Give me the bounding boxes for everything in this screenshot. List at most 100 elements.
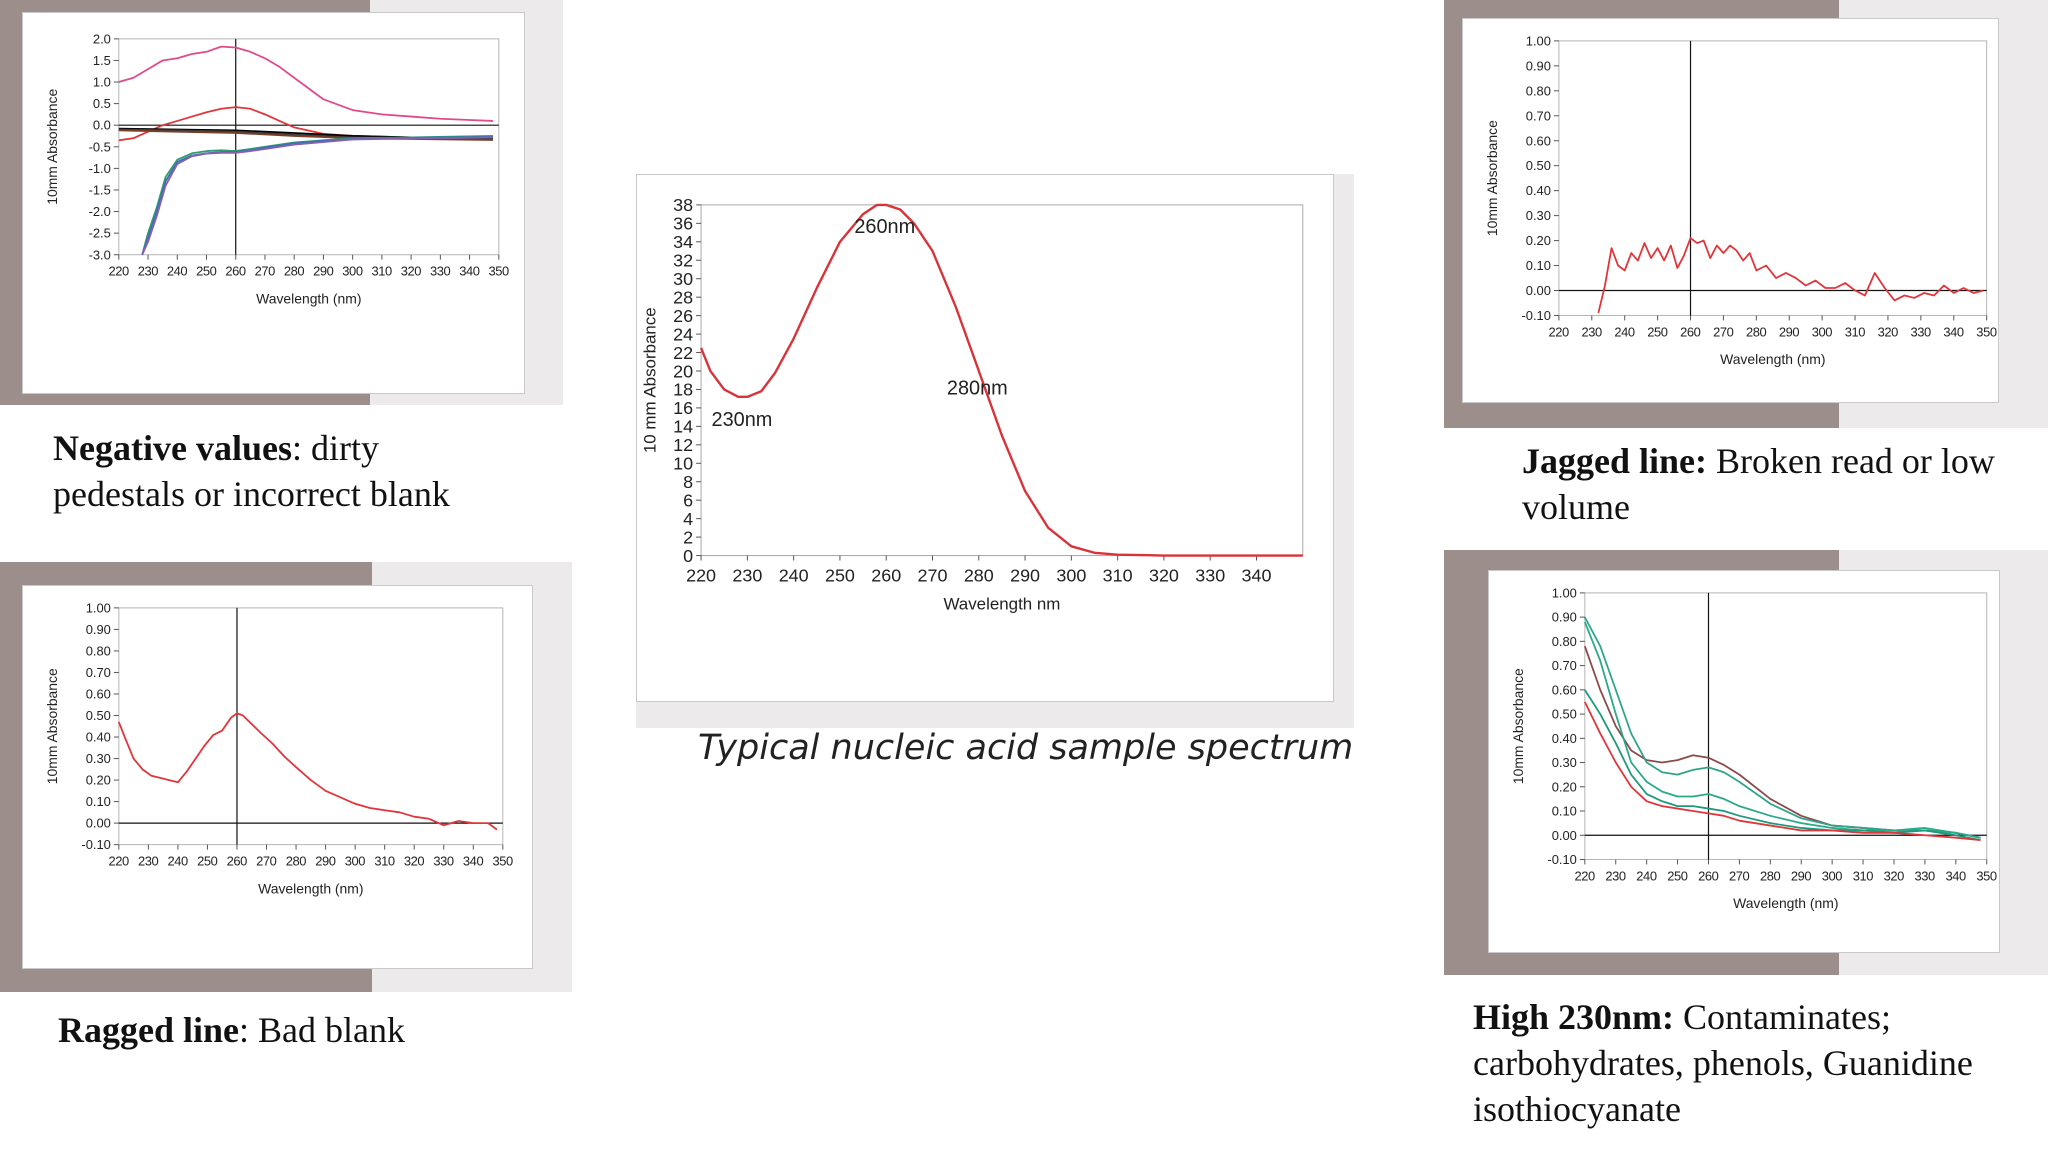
- y-tick-label: 0.60: [1526, 133, 1551, 148]
- y-tick-label: 0.30: [1526, 208, 1551, 223]
- y-tick-label: -1.0: [89, 161, 111, 176]
- x-tick-label: 260: [1680, 324, 1701, 339]
- y-tick-label: 0.70: [1552, 658, 1577, 673]
- x-tick-label: 250: [1667, 868, 1688, 883]
- y-tick-label: 0.80: [1552, 634, 1577, 649]
- y-tick-label: 0.70: [86, 665, 111, 680]
- series-line-7: [141, 135, 493, 256]
- y-tick-label: 1.00: [1526, 33, 1551, 48]
- chart-high-230nm: 1.00 0.90 0.80 0.70 0.60 0.50 0.40 0.30 0.20 0.10…: [1488, 570, 2000, 953]
- y-tick-label: 34: [673, 232, 693, 252]
- y-tick-label: 12: [673, 435, 693, 455]
- x-axis-label: Wavelength (nm): [1733, 895, 1838, 911]
- y-tick-label: 6: [683, 490, 693, 510]
- y-tick-label: 0.50: [1552, 707, 1577, 722]
- y-tick-label: 28: [673, 287, 693, 307]
- x-tick-label: 250: [1647, 324, 1668, 339]
- series-line-2: [1584, 616, 1981, 839]
- caption-jagged-line2: volume: [1522, 487, 1630, 527]
- x-tick-label: 330: [1911, 324, 1932, 339]
- y-tick-label: 32: [673, 251, 693, 271]
- y-tick-label: 30: [673, 269, 693, 289]
- x-tick-label: 270: [255, 264, 276, 279]
- x-tick-label: 330: [1195, 565, 1225, 585]
- x-tick-label: 350: [1976, 324, 1997, 339]
- y-tick-label: 24: [673, 324, 693, 344]
- y-axis-label: 10mm Absorbance: [1484, 120, 1500, 236]
- x-tick-label: 280: [284, 264, 305, 279]
- x-tick-label: 350: [492, 854, 513, 869]
- x-tick-label: 300: [342, 264, 363, 279]
- y-axis-label: 10mm Absorbance: [1510, 668, 1526, 784]
- x-tick-label: 270: [256, 854, 277, 869]
- y-tick-label: 0.90: [1526, 58, 1551, 73]
- x-tick-label: 290: [1779, 324, 1800, 339]
- x-tick-label: 260: [227, 854, 248, 869]
- y-tick-label: 0.40: [86, 730, 111, 745]
- x-tick-label: 260: [1698, 868, 1719, 883]
- y-tick-label: 0.50: [1526, 158, 1551, 173]
- x-tick-label: 230: [1605, 868, 1626, 883]
- chart-negative-svg: 2.0 1.5 1.0 0.5 0.0 -0.5 -1.0 -1.5 -2.0 -2.5 -3.0 2…: [44, 31, 509, 306]
- x-tick-label: 240: [167, 264, 188, 279]
- x-tick-label: 340: [463, 854, 484, 869]
- x-tick-label: 230: [138, 264, 159, 279]
- y-tick-label: 0.20: [1526, 233, 1551, 248]
- x-tick-label: 340: [1943, 324, 1964, 339]
- x-tick-label: 290: [1010, 565, 1040, 585]
- y-tick-label: 0.20: [86, 773, 111, 788]
- x-tick-label: 270: [1729, 868, 1750, 883]
- caption-high-rest: Contaminates;: [1674, 997, 1891, 1037]
- x-tick-label: 300: [1056, 565, 1086, 585]
- y-tick-label: 26: [673, 306, 693, 326]
- chart-jagged-svg: 1.00 0.90 0.80 0.70 0.60 0.50 0.40 0.30 0.20 0.10…: [1484, 33, 1997, 367]
- x-tick-label: 300: [345, 854, 366, 869]
- y-tick-label: 0.80: [86, 643, 111, 658]
- plot-area: [1584, 592, 1988, 860]
- x-tick-label: 350: [1976, 868, 1997, 883]
- y-tick-label: 36: [673, 214, 693, 234]
- y-tick-label: 38: [673, 195, 693, 215]
- chart-ragged-line: 1.00 0.90 0.80 0.70 0.60 0.50 0.40 0.30 0.20 0.10…: [22, 585, 533, 969]
- x-tick-label: 350: [488, 264, 509, 279]
- x-axis-label: Wavelength (nm): [258, 880, 363, 896]
- x-tick-label: 270: [918, 565, 948, 585]
- y-tick-label: 0.90: [86, 622, 111, 637]
- x-tick-label: 300: [1822, 868, 1843, 883]
- series-line-1: [117, 712, 498, 831]
- x-tick-label: 340: [1945, 868, 1966, 883]
- x-tick-label: 330: [433, 854, 454, 869]
- x-tick-label: 230: [732, 565, 762, 585]
- x-tick-label: 220: [108, 854, 129, 869]
- x-tick-label: 320: [401, 264, 422, 279]
- y-tick-label: 20: [673, 361, 693, 381]
- y-tick-label: 14: [673, 417, 693, 437]
- x-tick-label: 280: [1746, 324, 1767, 339]
- y-tick-label: 0.40: [1552, 731, 1577, 746]
- y-tick-label: 2: [683, 527, 693, 547]
- x-tick-label: 310: [374, 854, 395, 869]
- x-axis-label: Wavelength (nm): [1720, 351, 1825, 367]
- y-tick-label: 0.30: [86, 751, 111, 766]
- x-tick-label: 330: [1915, 868, 1936, 883]
- y-tick-label: 0.10: [86, 794, 111, 809]
- x-tick-label: 340: [1242, 565, 1272, 585]
- plot-area: [700, 204, 1304, 557]
- x-tick-label: 290: [313, 264, 334, 279]
- caption-ragged-rest: : Bad blank: [239, 1010, 405, 1050]
- series-line-1: [118, 45, 493, 122]
- chart-jagged-line: 1.00 0.90 0.80 0.70 0.60 0.50 0.40 0.30 0.20 0.10…: [1462, 18, 1999, 403]
- annotation-280nm: 280nm: [947, 378, 1008, 400]
- y-axis-label: 10 mm Absorbance: [640, 307, 659, 453]
- x-tick-label: 250: [825, 565, 855, 585]
- x-tick-label: 260: [225, 264, 246, 279]
- y-tick-label: 18: [673, 380, 693, 400]
- series-line-3: [1584, 621, 1981, 839]
- x-tick-label: 340: [459, 264, 480, 279]
- y-tick-label: 0.60: [1552, 682, 1577, 697]
- y-tick-label: 8: [683, 472, 693, 492]
- x-tick-label: 270: [1713, 324, 1734, 339]
- x-tick-label: 240: [168, 854, 189, 869]
- y-tick-label: 0.00: [86, 816, 111, 831]
